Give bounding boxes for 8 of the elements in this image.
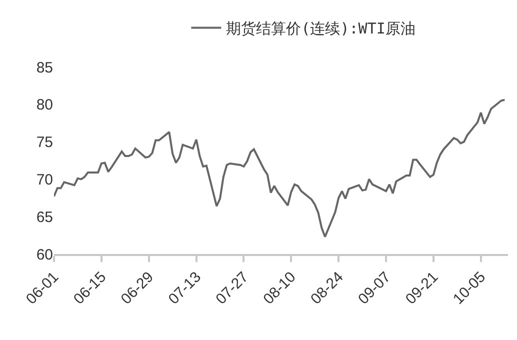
y-tick-label: 70	[36, 171, 53, 188]
y-tick-label: 75	[36, 134, 53, 152]
y-tick-label: 60	[36, 246, 53, 264]
y-tick-label: 85	[36, 59, 53, 76]
y-tick-label: 65	[36, 208, 53, 226]
line-series	[54, 98, 506, 238]
legend-label: 期货结算价(连续):WTI原油	[226, 20, 416, 38]
y-tick-label: 80	[36, 96, 53, 114]
